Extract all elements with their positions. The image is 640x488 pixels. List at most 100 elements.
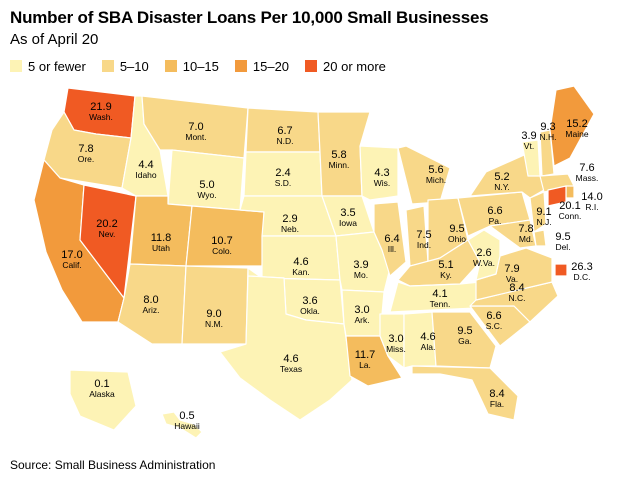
- state-abbr: Ore.: [78, 154, 95, 164]
- legend-label: 10–15: [182, 58, 219, 74]
- state-label-ky: 5.1 Ky.: [438, 259, 453, 280]
- state-value: 7.5: [416, 229, 431, 241]
- state-shape-nh: [539, 129, 555, 177]
- state-value: 15.2: [566, 118, 587, 130]
- state-abbr: Wis.: [374, 178, 391, 188]
- state-value: 7.8: [518, 223, 533, 235]
- state-label-wash: 21.9 Wash.: [89, 101, 113, 122]
- state-value: 3.9: [353, 259, 368, 271]
- state-label-idaho: 4.4 Idaho: [135, 159, 157, 180]
- state-abbr: Nev.: [99, 229, 116, 239]
- legend-swatch: [101, 60, 114, 72]
- state-label-ark: 3.0 Ark.: [354, 304, 369, 325]
- state-abbr: S.C.: [486, 321, 503, 331]
- state-value: 26.3: [571, 261, 592, 273]
- state-value: 3.5: [340, 207, 355, 219]
- state-label-wyo: 5.0 Wyo.: [197, 179, 216, 200]
- page-title: Number of SBA Disaster Loans Per 10,000 …: [10, 8, 489, 27]
- state-shape-hawaii: [161, 411, 203, 439]
- state-abbr: N.M.: [205, 319, 223, 329]
- state-abbr: Pa.: [489, 216, 502, 226]
- source-note: Source: Small Business Administration: [10, 458, 216, 472]
- state-value: 11.7: [355, 349, 376, 361]
- page-subtitle: As of April 20: [10, 31, 99, 48]
- state-abbr: Ariz.: [143, 305, 160, 315]
- state-label-nc: 8.4 N.C.: [509, 282, 526, 303]
- state-value: 20.2: [96, 218, 117, 230]
- state-abbr: Ark.: [354, 315, 369, 325]
- state-label-tenn: 4.1 Tenn.: [430, 288, 451, 309]
- state-label-texas: 4.6 Texas: [280, 353, 302, 374]
- state-shape-miss: [379, 313, 405, 369]
- state-label-ohio: 9.5 Ohio: [448, 223, 466, 244]
- state-abbr: N.H.: [540, 132, 557, 142]
- state-abbr: Mont.: [185, 132, 206, 142]
- legend-label: 15–20: [252, 58, 290, 74]
- state-label-ore: 7.8 Ore.: [78, 143, 95, 164]
- state-label-ny: 5.2 N.Y.: [494, 171, 509, 192]
- state-label-utah: 11.8 Utah: [151, 232, 172, 253]
- state-label-calif: 17.0 Calif.: [61, 249, 82, 270]
- state-value: 20.1: [559, 200, 580, 212]
- state-abbr: Ga.: [458, 336, 472, 346]
- state-value: 3.0: [354, 304, 369, 316]
- state-label-maine: 15.2 Maine: [565, 118, 588, 139]
- state-abbr: Ala.: [421, 342, 436, 352]
- state-abbr: Vt.: [524, 141, 534, 151]
- state-value: 8.4: [509, 282, 524, 294]
- state-abbr: Del.: [555, 242, 570, 252]
- state-shape-fla: [411, 365, 519, 421]
- state-value: 7.0: [188, 121, 203, 133]
- state-shape-ky: [397, 239, 481, 287]
- state-value: 4.6: [283, 353, 298, 365]
- state-value: 5.0: [199, 179, 214, 191]
- state-abbr: Mich.: [426, 175, 446, 185]
- state-abbr: Minn.: [329, 160, 350, 170]
- state-label-colo: 10.7 Colo.: [211, 235, 232, 256]
- state-value: 8.4: [489, 388, 504, 400]
- state-label-ill: 6.4 Ill.: [384, 233, 399, 254]
- state-label-nm: 9.0 N.M.: [205, 308, 223, 329]
- state-value: 7.8: [78, 143, 93, 155]
- state-value: 4.6: [420, 331, 435, 343]
- state-abbr: Ky.: [440, 270, 452, 280]
- state-label-mont: 7.0 Mont.: [185, 121, 206, 142]
- state-shape-dc: [554, 263, 568, 277]
- state-abbr: D.C.: [574, 272, 591, 282]
- us-map: 21.9 Wash.7.8 Ore.17.0 Calif.20.2 Nev.4.4 Ida…: [33, 85, 603, 439]
- state-shape-utah: [129, 195, 193, 267]
- state-abbr: Fla.: [490, 399, 504, 409]
- state-label-alaska: 0.1 Alaska: [89, 378, 115, 399]
- state-value: 3.6: [302, 295, 317, 307]
- state-abbr: N.D.: [277, 136, 294, 146]
- state-value: 6.6: [487, 205, 502, 217]
- legend-item-4: 20 or more: [305, 59, 386, 74]
- legend-swatch: [305, 60, 318, 72]
- state-shape-conn: [547, 185, 567, 207]
- state-shape-nm: [181, 265, 249, 345]
- state-abbr: R.I.: [585, 202, 598, 212]
- state-abbr: Wash.: [89, 112, 113, 122]
- state-value: 17.0: [61, 249, 82, 261]
- state-value: 9.3: [540, 121, 555, 133]
- legend-item-2: 10–15: [164, 58, 219, 74]
- legend-label: 5 or fewer: [28, 58, 86, 74]
- state-label-ala: 4.6 Ala.: [420, 331, 435, 352]
- state-label-ri: 14.0 R.I.: [581, 191, 602, 212]
- state-label-pa: 6.6 Pa.: [487, 205, 502, 226]
- state-value: 5.8: [331, 149, 346, 161]
- state-labels: 21.9 Wash.7.8 Ore.17.0 Calif.20.2 Nev.4.4 Ida…: [61, 101, 602, 431]
- state-abbr: Mass.: [576, 173, 599, 183]
- state-label-ind: 7.5 Ind.: [416, 229, 431, 250]
- state-value: 5.6: [428, 164, 443, 176]
- state-abbr: Ill.: [388, 244, 397, 254]
- legend: 5 or fewer 5–10 10–15 15–20 20 or more: [10, 58, 402, 74]
- state-value: 6.6: [486, 310, 501, 322]
- state-abbr: Maine: [565, 129, 588, 139]
- state-abbr: N.C.: [509, 293, 526, 303]
- state-abbr: Miss.: [386, 344, 406, 354]
- state-label-miss: 3.0 Miss.: [386, 333, 406, 354]
- state-label-sd: 2.4 S.D.: [275, 167, 292, 188]
- state-value: 0.5: [179, 410, 194, 422]
- state-abbr: Texas: [280, 364, 302, 374]
